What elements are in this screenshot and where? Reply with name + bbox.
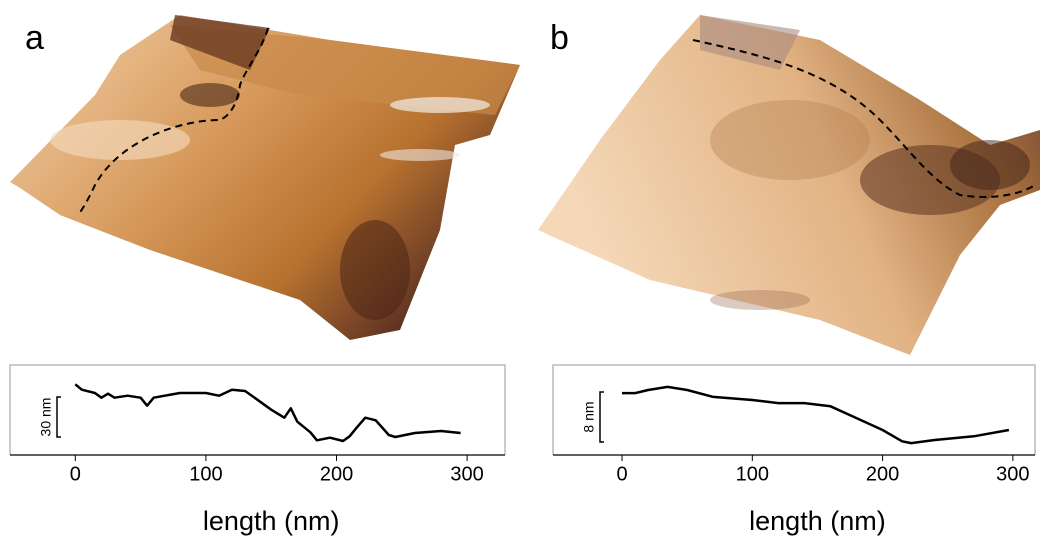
x-tick-label: 100 (736, 463, 769, 485)
x-axis-label: length (nm) (749, 506, 886, 536)
profile-line (622, 385, 1010, 445)
x-tick-label: 300 (996, 463, 1029, 485)
x-axis-label: length (nm) (203, 506, 340, 536)
x-tick-label: 200 (866, 463, 899, 485)
scale-bar (56, 396, 61, 438)
profile-line (74, 383, 461, 443)
plot-frame (552, 364, 1036, 455)
x-tick-label: 0 (70, 463, 81, 485)
x-tick-label: 100 (189, 463, 222, 485)
plot-frame (9, 364, 506, 455)
x-tick-label: 0 (616, 463, 627, 485)
scale-bar-label: 8 nm (581, 401, 597, 432)
afm-image-b (538, 15, 1040, 355)
scale-bar-label: 30 nm (38, 398, 54, 437)
scale-bar (599, 391, 604, 443)
x-tick-label: 200 (320, 463, 353, 485)
panel-label: b (550, 19, 569, 57)
afm-image-a (10, 15, 520, 340)
panel-label: a (25, 19, 44, 57)
x-tick-label: 300 (450, 463, 483, 485)
